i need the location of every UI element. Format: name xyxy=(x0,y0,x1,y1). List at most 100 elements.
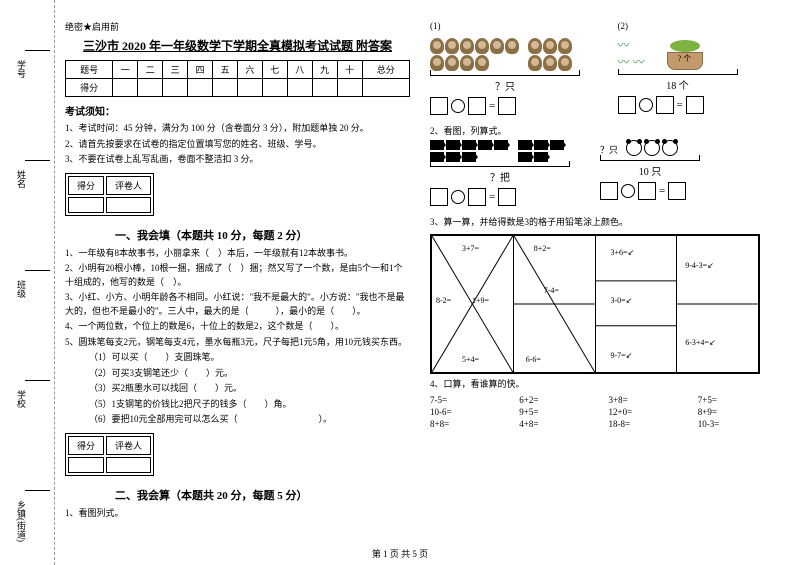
binding-line xyxy=(25,50,50,51)
op-circle[interactable] xyxy=(621,184,635,198)
calc: 3+8= xyxy=(609,395,686,405)
score-table: 题号 一 二 三 四 五 六 七 八 九 十 总分 得分 xyxy=(65,60,410,97)
th: 九 xyxy=(312,61,337,79)
flags-pic: ？把 = xyxy=(430,140,570,210)
eq: 7-4= xyxy=(544,286,559,295)
calc-grid: 7-5= 6+2= 3+8= 7+5= 10-6= 9+5= 12+0= 8+9… xyxy=(430,395,775,429)
answer-box[interactable] xyxy=(686,96,704,114)
eq: 9-7=↙ xyxy=(611,351,633,360)
notice-item: 1、考试时间：45 分钟，满分为 100 分（含卷面分 3 分），附加题单独 2… xyxy=(65,122,410,136)
op-circle[interactable] xyxy=(451,190,465,204)
count-label: 18 个 xyxy=(618,77,738,92)
q-text: 2、小明有20根小棒，10根一捆，捆成了（ ）捆；然又写了一个数，是由5个一和1… xyxy=(65,262,410,289)
equation-boxes: = xyxy=(430,97,588,115)
color-grid: 3+7= 8-2= 1+9= 5+4= 8+2= 7-4= 6-6= 3+6=↙… xyxy=(430,234,760,374)
eq: 3+7= xyxy=(462,244,479,253)
op-circle[interactable] xyxy=(639,98,653,112)
answer-box[interactable] xyxy=(468,188,486,206)
binding-line xyxy=(25,160,50,161)
calc: 6+2= xyxy=(519,395,596,405)
calc: 18-8= xyxy=(609,419,686,429)
monkey-icon xyxy=(430,38,444,54)
calc: 8+8= xyxy=(430,419,507,429)
grid-cell: 9-4-3=↙ 6-3+4=↙ xyxy=(677,236,758,372)
td: 得分 xyxy=(66,79,113,97)
table-row: 题号 一 二 三 四 五 六 七 八 九 十 总分 xyxy=(66,61,410,79)
grid-cell: 8+2= 7-4= 6-6= xyxy=(514,236,596,372)
q-text: 1、看图列式。 xyxy=(65,507,410,521)
count-label: 10 只 xyxy=(600,163,700,178)
eq: 9-4-3=↙ xyxy=(685,261,714,270)
answer-box[interactable] xyxy=(498,188,516,206)
q-sub: （3）买2瓶墨水可以找回（ ）元。 xyxy=(65,382,410,396)
eq: 6-6= xyxy=(526,355,541,364)
q-text: 3、小红、小方、小明年龄各不相同。小红说："我不是最大的"。小方说："我也不是最… xyxy=(65,291,410,318)
calc: 9+5= xyxy=(519,407,596,417)
calc: 10-3= xyxy=(698,419,775,429)
op-circle[interactable] xyxy=(451,99,465,113)
calc: 8+9= xyxy=(698,407,775,417)
equals: = xyxy=(489,100,495,112)
grid-cell: 3+7= 8-2= 1+9= 5+4= xyxy=(432,236,514,372)
answer-box[interactable] xyxy=(468,97,486,115)
bracket xyxy=(430,166,570,167)
answer-box[interactable] xyxy=(638,182,656,200)
th: 三 xyxy=(163,61,188,79)
eq: 8-2= xyxy=(436,296,451,305)
score-cell: 得分 xyxy=(68,176,104,195)
left-column: 绝密★启用前 三沙市 2020 年一年级数学下学期全真模拟考试试题 附答案 题号… xyxy=(55,20,420,555)
th: 四 xyxy=(188,61,213,79)
th: 十 xyxy=(337,61,362,79)
eq: 3+6=↙ xyxy=(611,248,635,257)
answer-box[interactable] xyxy=(656,96,674,114)
q-sub: （2）可买3支钢笔还少（ ）元。 xyxy=(65,367,410,381)
grader-box: 得分 评卷人 xyxy=(65,173,154,216)
th: 题号 xyxy=(66,61,113,79)
binding-label: 班级 xyxy=(15,280,28,298)
answer-box[interactable] xyxy=(600,182,618,200)
q-text: 4、一个两位数，个位上的数是6，十位上的数是2，这个数是（ ）。 xyxy=(65,320,410,334)
q-label: ？只 xyxy=(600,143,618,156)
binding-margin: 乡镇(街道) 学校 班级 姓名 学号 xyxy=(0,0,55,565)
q-sub: （1）可以买（ ）支圆珠笔。 xyxy=(65,351,410,365)
panda-icon xyxy=(626,140,642,156)
pic-label: (2) xyxy=(618,20,776,34)
flag-group xyxy=(518,140,568,162)
flag-icon xyxy=(430,140,444,150)
pic1: (1) ？只 = xyxy=(430,20,588,119)
answer-box[interactable] xyxy=(498,97,516,115)
monkey-group xyxy=(528,38,578,71)
pic-label: (1) xyxy=(430,20,588,34)
flag-group xyxy=(430,140,510,162)
page-footer: 第 1 页 共 5 页 xyxy=(372,547,428,560)
exam-title: 三沙市 2020 年一年级数学下学期全真模拟考试试题 附答案 xyxy=(65,37,410,54)
th: 八 xyxy=(287,61,312,79)
table-row: 得分 xyxy=(66,79,410,97)
eq: 6-3+4=↙ xyxy=(685,338,715,347)
notice-item: 3、不要在试卷上乱写乱画，卷面不整洁扣 3 分。 xyxy=(65,153,410,167)
binding-line xyxy=(25,380,50,381)
calc: 10-6= xyxy=(430,407,507,417)
monkey-group xyxy=(430,38,520,71)
q-sub: （5）1支钢笔的价钱比2把尺子的钱多（ ）角。 xyxy=(65,398,410,412)
th: 七 xyxy=(262,61,287,79)
basket-row: 〰〰 〰 ? 个 xyxy=(618,36,776,70)
binding-line xyxy=(25,270,50,271)
calc: 4+8= xyxy=(519,419,596,429)
th: 二 xyxy=(138,61,163,79)
q-text: 5、圆珠笔每支2元，钢笔每支4元，墨水每瓶3元，尺子每把1元5角，用10元钱买东… xyxy=(65,336,410,350)
eq: 3-0=↙ xyxy=(611,296,633,305)
answer-box[interactable] xyxy=(618,96,636,114)
calc: 7-5= xyxy=(430,395,507,405)
th: 六 xyxy=(237,61,262,79)
th: 五 xyxy=(213,61,238,79)
binding-label: 学校 xyxy=(15,390,28,408)
grader-cell: 评卷人 xyxy=(106,176,151,195)
answer-box[interactable] xyxy=(430,188,448,206)
answer-box[interactable] xyxy=(430,97,448,115)
answer-box[interactable] xyxy=(668,182,686,200)
binding-line xyxy=(25,490,50,491)
score-cell: 得分 xyxy=(68,436,104,455)
pic2: (2) 〰〰 〰 ? 个 18 个 = xyxy=(618,20,776,119)
q-text: 1、一年级有8本故事书，小丽拿来（ ）本后，一年级就有12本故事书。 xyxy=(65,247,410,261)
